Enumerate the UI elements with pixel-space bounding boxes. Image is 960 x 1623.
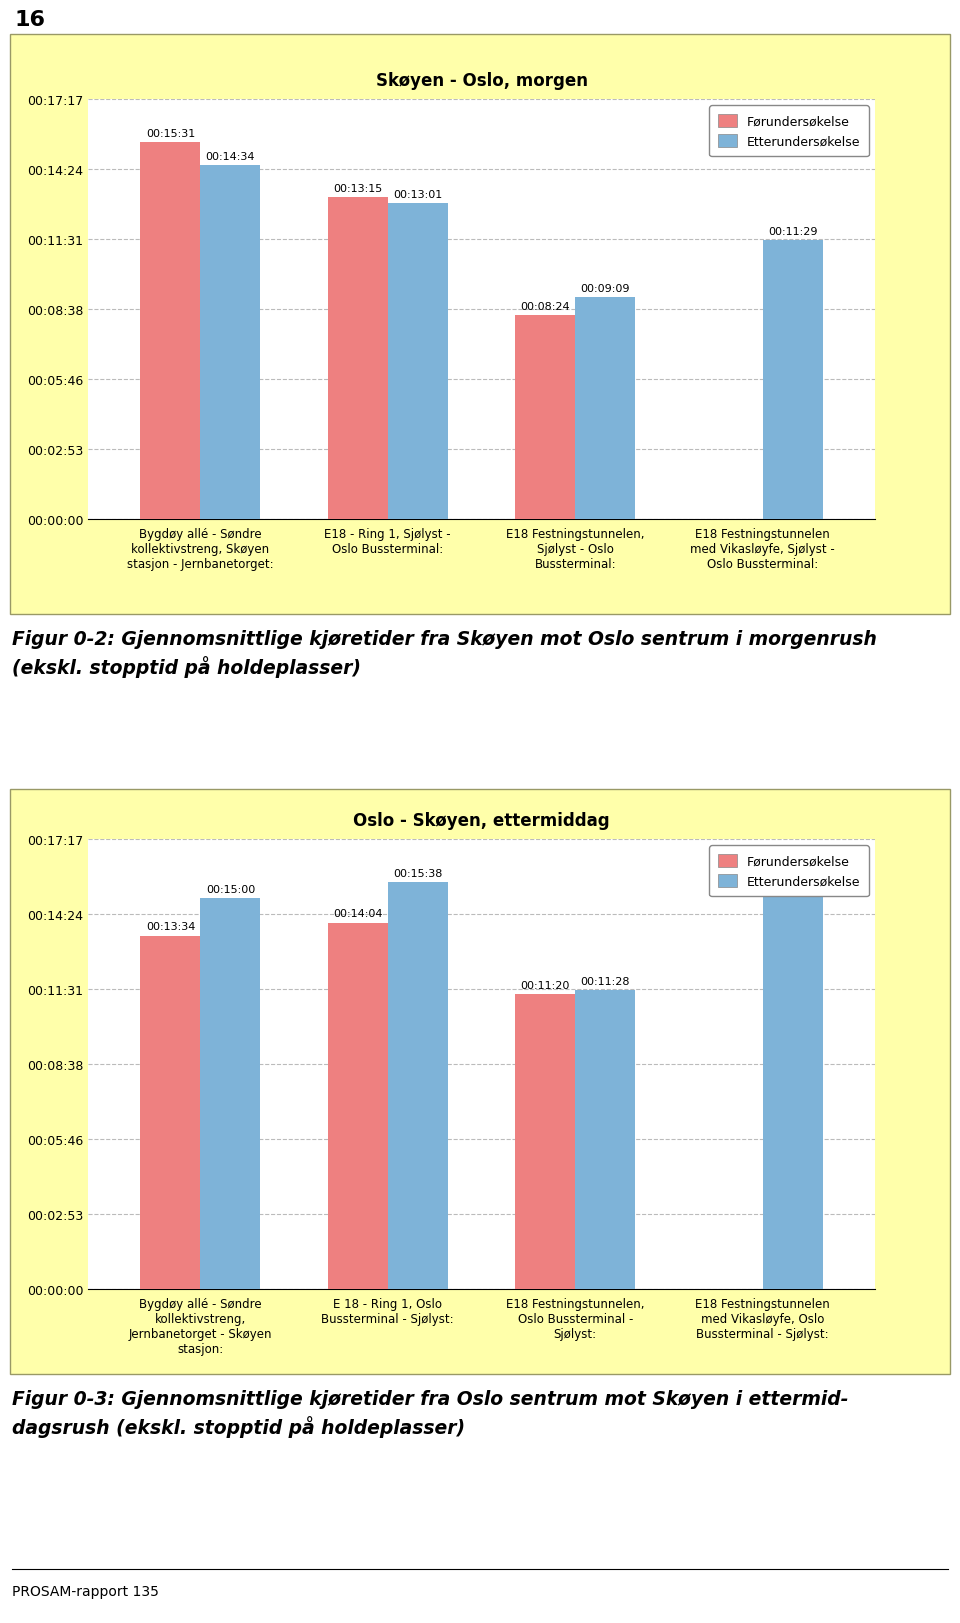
Bar xyxy=(516,316,575,519)
Text: 00:13:15: 00:13:15 xyxy=(333,183,382,193)
Bar xyxy=(328,198,388,519)
Text: 00:08:24: 00:08:24 xyxy=(520,302,570,312)
Text: 00:15:31: 00:15:31 xyxy=(146,128,195,140)
Bar xyxy=(201,899,260,1289)
Text: Figur 0-2: Gjennomsnittlige kjøretider fra Skøyen mot Oslo sentrum i morgenrush
: Figur 0-2: Gjennomsnittlige kjøretider f… xyxy=(12,630,876,678)
Bar xyxy=(762,883,823,1289)
Bar xyxy=(575,990,636,1289)
Text: 00:15:36: 00:15:36 xyxy=(768,868,817,880)
Title: Oslo - Skøyen, ettermiddag: Oslo - Skøyen, ettermiddag xyxy=(353,812,610,829)
Text: 00:13:34: 00:13:34 xyxy=(146,922,195,932)
Text: PROSAM-rapport 135: PROSAM-rapport 135 xyxy=(12,1584,158,1599)
Bar xyxy=(388,883,447,1289)
Text: 00:14:34: 00:14:34 xyxy=(205,153,255,162)
Bar xyxy=(328,923,388,1289)
Text: 00:09:09: 00:09:09 xyxy=(581,284,630,294)
Legend: Førundersøkelse, Etterundersøkelse: Førundersøkelse, Etterundersøkelse xyxy=(709,105,869,157)
Text: 16: 16 xyxy=(14,10,45,29)
Title: Skøyen - Oslo, morgen: Skøyen - Oslo, morgen xyxy=(375,71,588,89)
Text: 00:14:04: 00:14:04 xyxy=(333,909,383,919)
Text: 00:11:20: 00:11:20 xyxy=(520,980,570,990)
Text: 00:15:00: 00:15:00 xyxy=(205,885,255,894)
Text: Figur 0-3: Gjennomsnittlige kjøretider fra Oslo sentrum mot Skøyen i ettermid-
d: Figur 0-3: Gjennomsnittlige kjøretider f… xyxy=(12,1389,848,1438)
Text: 00:15:38: 00:15:38 xyxy=(393,868,443,878)
Text: 00:11:28: 00:11:28 xyxy=(581,977,630,987)
Bar xyxy=(575,297,636,519)
Text: 00:11:29: 00:11:29 xyxy=(768,227,817,237)
Bar xyxy=(388,203,447,519)
Bar xyxy=(201,166,260,519)
Bar xyxy=(140,936,201,1289)
Bar xyxy=(516,995,575,1289)
Legend: Førundersøkelse, Etterundersøkelse: Førundersøkelse, Etterundersøkelse xyxy=(709,846,869,896)
Bar xyxy=(140,143,201,519)
Text: 00:13:01: 00:13:01 xyxy=(394,190,443,200)
Bar xyxy=(762,240,823,519)
